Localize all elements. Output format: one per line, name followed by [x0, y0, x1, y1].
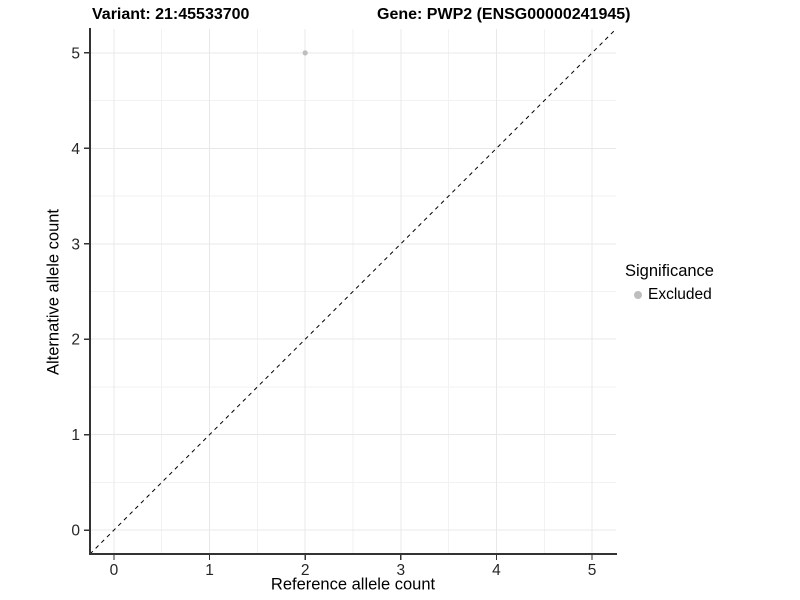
legend-entry-excluded: Excluded	[625, 286, 714, 304]
y-tick-label: 2	[71, 332, 80, 349]
plot-title-variant: Variant: 21:45533700	[92, 6, 250, 23]
y-tick-label: 3	[71, 236, 80, 253]
x-tick-label: 2	[301, 562, 310, 579]
x-tick-label: 1	[205, 562, 214, 579]
identity-line	[89, 28, 617, 555]
excluded-point-swatch	[634, 291, 642, 299]
y-tick-label: 1	[71, 427, 80, 444]
y-tick-label: 4	[71, 141, 80, 158]
x-tick-label: 4	[492, 562, 501, 579]
legend-entry-label: Excluded	[648, 286, 712, 303]
x-tick-label: 0	[110, 562, 119, 579]
x-tick-label: 5	[588, 562, 597, 579]
x-axis-title: Reference allele count	[270, 575, 436, 594]
y-tick-label: 0	[71, 523, 80, 540]
y-axis-title: Alternative allele count	[44, 208, 63, 376]
data-point	[302, 50, 308, 56]
legend-title: Significance	[625, 262, 714, 280]
legend: Significance Excluded	[625, 262, 714, 304]
plot-title-gene: Gene: PWP2 (ENSG00000241945)	[377, 6, 631, 23]
y-tick-label: 5	[71, 45, 80, 62]
x-tick-label: 3	[397, 562, 406, 579]
